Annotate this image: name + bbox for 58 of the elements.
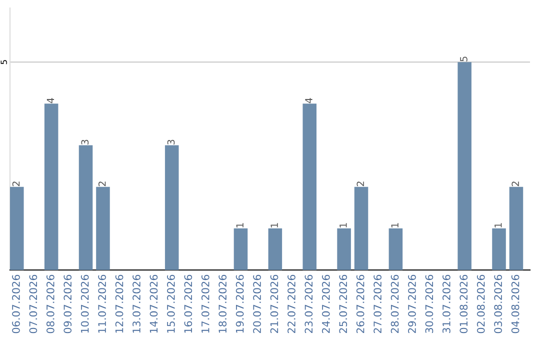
data-label: 4 bbox=[46, 98, 54, 104]
x-tick-label: 20.07.2026 bbox=[253, 274, 261, 334]
x-tick-label: 21.07.2026 bbox=[270, 274, 278, 334]
data-label: 1 bbox=[270, 223, 278, 228]
bar bbox=[509, 186, 524, 270]
bar bbox=[234, 228, 248, 270]
x-tick-label: 24.07.2026 bbox=[322, 274, 330, 334]
bar bbox=[337, 228, 351, 270]
data-label: 1 bbox=[391, 223, 398, 228]
x-tick-label: 15.07.2026 bbox=[167, 274, 175, 333]
x-tick-label: 12.07.2026 bbox=[115, 274, 124, 333]
x-tick-label: 01.08.2026 bbox=[460, 274, 468, 334]
x-tick-label: 30.07.2026 bbox=[425, 274, 434, 334]
data-label: 1 bbox=[340, 223, 347, 228]
data-label: 3 bbox=[167, 140, 175, 144]
data-label: 2 bbox=[12, 182, 20, 186]
x-tick-label: 03.08.2026 bbox=[494, 274, 502, 334]
bar bbox=[78, 145, 93, 270]
bar bbox=[388, 228, 403, 270]
bar bbox=[164, 145, 179, 270]
data-label: 2 bbox=[356, 182, 364, 186]
bar bbox=[10, 186, 24, 270]
data-label: 2 bbox=[512, 182, 519, 186]
x-tick-label: 22.07.2026 bbox=[288, 274, 296, 334]
x-tick-label: 27.07.2026 bbox=[374, 274, 382, 334]
x-tick-label: 09.07.2026 bbox=[64, 274, 72, 334]
bar bbox=[354, 186, 368, 270]
x-tick-label: 25.07.2026 bbox=[339, 274, 348, 334]
x-tick-label: 23.07.2026 bbox=[304, 274, 313, 334]
x-tick-label: 29.07.2026 bbox=[408, 274, 416, 334]
x-tick-label: 07.07.2026 bbox=[29, 274, 38, 334]
x-tick-label: 28.07.2026 bbox=[390, 274, 399, 334]
x-tick-label: 16.07.2026 bbox=[184, 274, 192, 333]
x-tick-label: 04.08.2026 bbox=[511, 274, 520, 334]
x-tick-label: 13.07.2026 bbox=[132, 274, 140, 333]
data-label: 5 bbox=[460, 56, 468, 62]
data-label: 3 bbox=[81, 140, 89, 144]
bar bbox=[96, 186, 110, 270]
bar bbox=[268, 228, 282, 270]
x-tick-label: 18.07.2026 bbox=[218, 274, 227, 333]
bar bbox=[492, 228, 506, 270]
x-tick-label: 19.07.2026 bbox=[236, 274, 244, 333]
x-tick-label: 31.07.2026 bbox=[442, 274, 450, 334]
x-tick-label: 17.07.2026 bbox=[201, 274, 210, 333]
data-label: 2 bbox=[98, 182, 106, 186]
x-tick-label: 06.07.2026 bbox=[12, 274, 20, 334]
data-label: 4 bbox=[305, 98, 312, 104]
x-tick-label: 26.07.2026 bbox=[356, 274, 364, 334]
data-label: 1 bbox=[494, 223, 502, 228]
x-tick-label: 08.07.2026 bbox=[46, 274, 54, 334]
x-tick-label: 11.07.2026 bbox=[98, 274, 106, 333]
bar bbox=[302, 104, 316, 270]
bar bbox=[458, 62, 472, 270]
x-tick-label: 02.08.2026 bbox=[476, 274, 485, 334]
bar bbox=[44, 104, 58, 270]
data-label: 1 bbox=[236, 223, 244, 228]
x-tick-label: 14.07.2026 bbox=[150, 274, 158, 333]
x-tick-label: 10.07.2026 bbox=[80, 274, 89, 333]
